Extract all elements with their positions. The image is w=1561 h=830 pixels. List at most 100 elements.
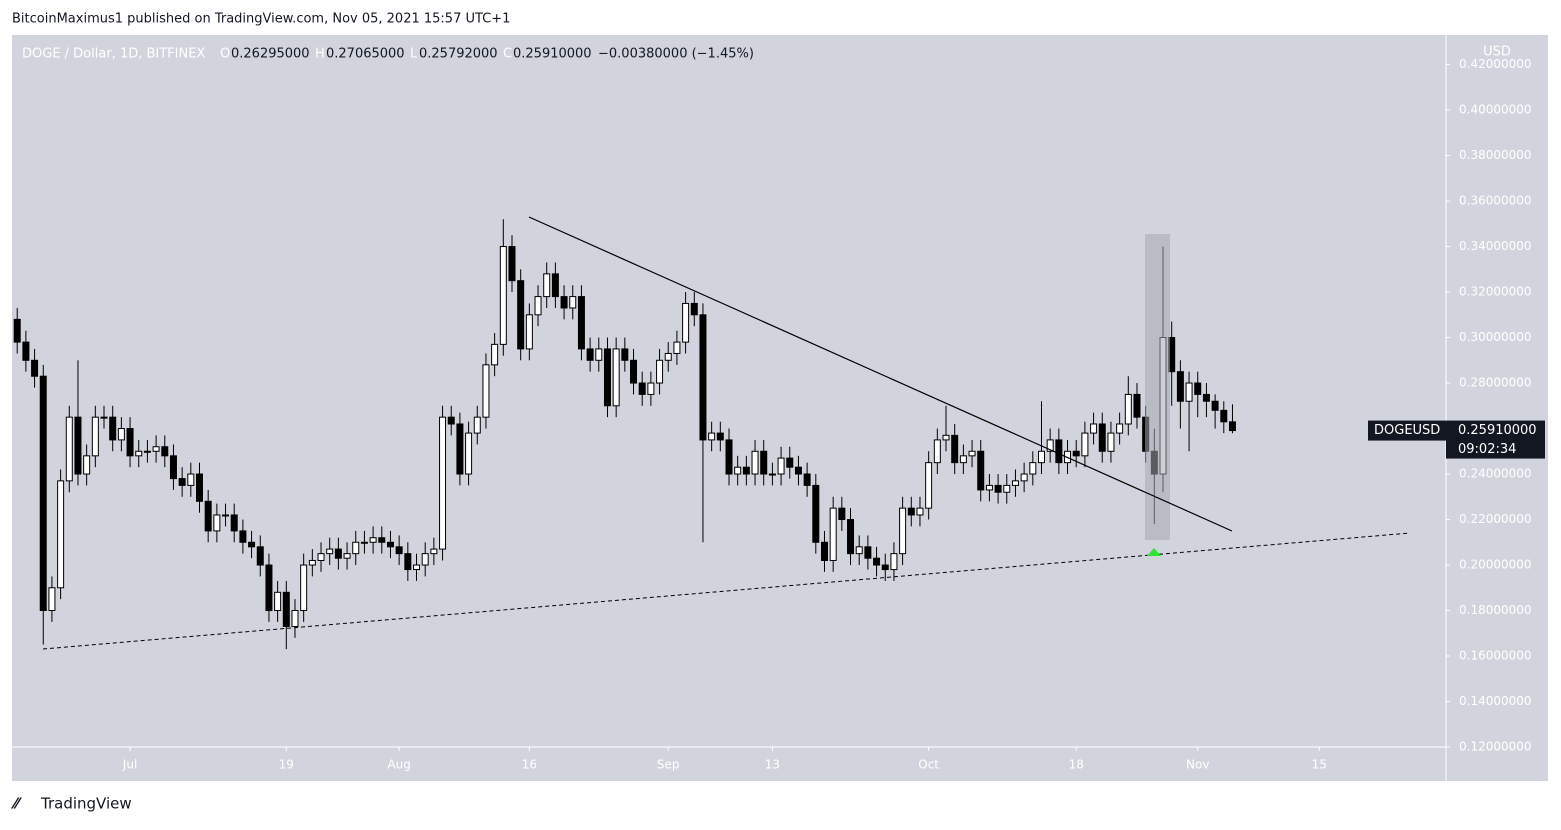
candle-body (1194, 382, 1202, 395)
candle-body (621, 348, 629, 361)
candle-body (135, 450, 143, 457)
price-tag (1446, 420, 1545, 459)
candle-body (57, 480, 65, 589)
drawings (42, 216, 1411, 650)
candle-body (447, 416, 455, 425)
candle-body (907, 507, 915, 516)
y-tick-label: 0.32000000 (1459, 285, 1532, 299)
candle-body (352, 541, 360, 555)
candle-body (308, 559, 316, 566)
candle-body (195, 473, 203, 502)
candle-body (873, 557, 881, 566)
candle-body (595, 348, 603, 361)
x-tick-label: Oct (918, 758, 939, 772)
candle-body (465, 432, 473, 475)
x-tick-label: 19 (279, 758, 294, 772)
candle-body (491, 343, 499, 366)
support-line (42, 532, 1411, 650)
x-tick-label: 15 (1312, 758, 1327, 772)
y-tick-label: 0.20000000 (1459, 558, 1532, 572)
candle-body (1055, 439, 1063, 464)
legend-title: DOGE / Dollar, 1D, BITFINEX (22, 47, 205, 62)
candle-body (1090, 423, 1098, 434)
candle-body (543, 273, 551, 298)
candle-body (760, 450, 768, 475)
candle-body (508, 246, 516, 282)
candle-body (612, 348, 620, 407)
candle-body (855, 546, 863, 555)
candle-body (933, 439, 941, 464)
candle-body (404, 553, 412, 571)
y-tick-label: 0.18000000 (1459, 603, 1532, 617)
candle-body (534, 296, 542, 316)
candle-body (1072, 450, 1080, 457)
candle-body (369, 537, 377, 543)
candle-body (820, 541, 828, 561)
highlight-box (1145, 234, 1170, 540)
candle-body (751, 450, 759, 475)
candle-body (1176, 371, 1184, 402)
candle-body (847, 519, 855, 555)
legend-value: 0.25792000 (419, 47, 498, 62)
candle-body (248, 541, 256, 548)
candle-body (1046, 439, 1054, 452)
candle-body (395, 546, 403, 555)
legend-value: 0.25910000 (513, 47, 592, 62)
candle-body (1202, 393, 1210, 402)
candle-body (178, 478, 186, 486)
candle-body (413, 564, 421, 571)
candle-body (1124, 393, 1132, 425)
price-axis (1446, 35, 1548, 781)
x-tick-label: Sep (657, 758, 680, 772)
y-tick-label: 0.12000000 (1459, 740, 1532, 754)
candle-body (1081, 432, 1089, 457)
symbol-tag-label: DOGEUSD (1374, 423, 1440, 438)
candle-body (673, 341, 681, 354)
candle-body (31, 359, 39, 377)
footer-brand: TradingView (40, 795, 132, 813)
plot-area (12, 35, 1446, 747)
y-tick-label: 0.22000000 (1459, 512, 1532, 526)
x-tick-label: 16 (522, 758, 537, 772)
y-tick-label: 0.16000000 (1459, 649, 1532, 663)
y-tick-label: 0.38000000 (1459, 148, 1532, 162)
candle-body (985, 484, 993, 491)
candle-body (222, 514, 230, 517)
candle-body (890, 553, 898, 571)
footer: ⁄⁄ TradingView (11, 795, 132, 813)
candle-body (977, 450, 985, 491)
trend-line (528, 216, 1233, 532)
candle-body (1116, 423, 1124, 434)
candle-body (1011, 480, 1019, 486)
candle-body (708, 432, 716, 441)
candle-body (39, 375, 47, 612)
candle-body (838, 507, 846, 521)
candle-body (22, 341, 30, 361)
candle-body (560, 296, 568, 309)
candle-body (265, 564, 273, 612)
candle-body (109, 416, 117, 441)
candle-body (239, 530, 247, 543)
candle-body (1185, 382, 1193, 402)
candle-body (768, 473, 776, 476)
candle-body (83, 455, 91, 475)
candle-body (126, 428, 134, 457)
candle-body (829, 507, 837, 561)
y-tick-label: 0.24000000 (1459, 467, 1532, 481)
candle-body (899, 507, 907, 555)
candle-body (100, 416, 108, 419)
y-tick-label: 0.40000000 (1459, 103, 1532, 117)
candle-body (916, 507, 924, 516)
candle-body (91, 416, 99, 457)
y-tick-label: 0.42000000 (1459, 57, 1532, 71)
candle-body (794, 466, 802, 475)
candle-body (169, 455, 177, 480)
candle-body (517, 280, 525, 350)
candle-body (656, 359, 664, 384)
candle-body (569, 296, 577, 309)
candle-body (291, 610, 299, 627)
candle-body (282, 591, 290, 627)
candle-body (1029, 462, 1037, 475)
candle-body (274, 591, 282, 612)
candle-body (881, 564, 889, 571)
